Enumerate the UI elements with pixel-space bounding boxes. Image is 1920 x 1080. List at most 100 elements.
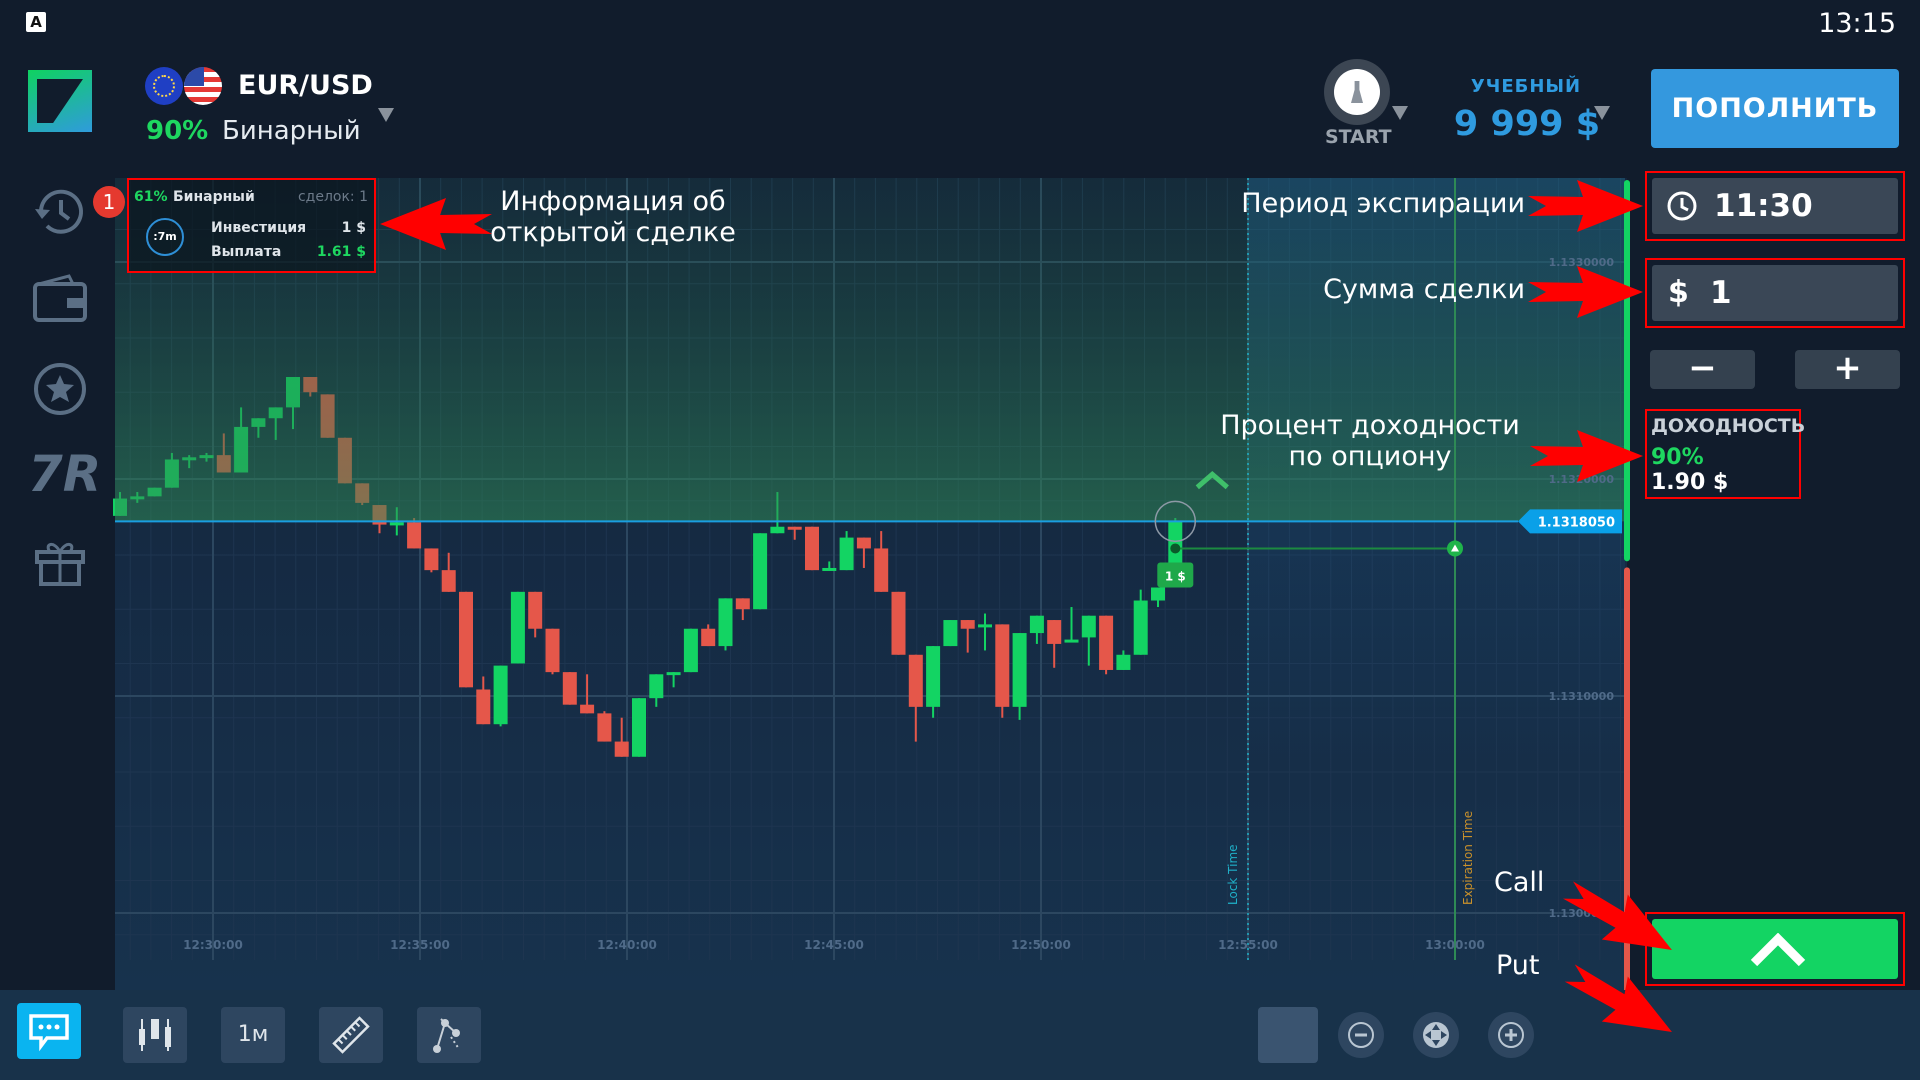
deposit-button[interactable]: ПОПОЛНИТЬ <box>1651 69 1899 148</box>
indicator-button[interactable] <box>1258 1007 1318 1063</box>
yield-box: ДОХОДНОСТЬ 90% 1.90 $ <box>1645 409 1805 499</box>
candle-down <box>701 628 716 647</box>
asset-dropdown-icon[interactable] <box>378 108 394 122</box>
candle-up <box>649 674 664 699</box>
candle-down <box>459 591 473 688</box>
trade-payout: 61% <box>134 189 168 205</box>
call-direction-icon <box>1195 471 1229 490</box>
zoom-out-icon <box>1348 1022 1374 1048</box>
price-tick-label: 1.1330000 <box>1549 256 1615 269</box>
candle-up <box>978 624 992 628</box>
annotation-put: Put <box>1496 950 1540 981</box>
candle-up <box>1151 587 1165 601</box>
app-status-icon: A <box>26 12 46 32</box>
time-tick-label: 12:55:00 <box>1218 938 1278 952</box>
chart-type-button[interactable] <box>123 1007 187 1063</box>
candle-up <box>1029 615 1044 634</box>
open-trade-info[interactable]: 61% Бинарный сделок: 1 :7m Инвестиция 1 … <box>127 178 376 273</box>
amount-field[interactable]: $ 1 <box>1645 258 1905 328</box>
candle-down <box>407 522 422 549</box>
candle-down <box>874 548 889 592</box>
candle-up <box>753 533 768 610</box>
candle-down <box>545 628 560 673</box>
drawing-tool-button[interactable] <box>417 1007 481 1063</box>
profile-level: START <box>1325 126 1392 148</box>
asset-name[interactable]: EUR/USD <box>238 70 373 101</box>
open-trades-badge: 1 <box>93 186 125 218</box>
candle-down <box>614 741 629 757</box>
expiration-value: 11:30 <box>1714 188 1813 224</box>
candle-down <box>908 654 923 707</box>
asset-payout: 90% <box>146 116 209 146</box>
annotation-yield-line1: Процент доходности <box>1220 410 1520 441</box>
candle-down <box>597 713 612 742</box>
trade-amount-label: 1 $ <box>1165 569 1186 583</box>
candle-down <box>856 537 871 549</box>
annotation-yield: Процент доходности по опциону <box>1220 410 1520 472</box>
trade-type: Бинарный <box>173 189 255 205</box>
option-type[interactable]: Бинарный <box>222 116 361 146</box>
zoom-out-button[interactable] <box>1338 1012 1384 1058</box>
trade-amount-tag <box>1157 562 1194 588</box>
candle-down <box>891 591 906 655</box>
ruler-icon <box>332 1016 370 1054</box>
annotation-info: Информация об открытой сделке <box>463 186 763 248</box>
timeframe-button[interactable]: 1м <box>221 1007 285 1063</box>
candle-down <box>580 704 595 714</box>
trade-timer: :7m <box>146 218 184 256</box>
reset-zoom-button[interactable] <box>1413 1012 1459 1058</box>
bottom-toolbar <box>0 990 1920 1080</box>
tournament-7r-icon[interactable]: 7R <box>28 445 102 503</box>
candle-down <box>1099 615 1114 670</box>
time-progress-bar-green <box>1624 180 1630 562</box>
price-tick-label: 1.1300000 <box>1549 907 1615 920</box>
yield-title: ДОХОДНОСТЬ <box>1651 415 1806 437</box>
account-dropdown-icon[interactable] <box>1594 106 1610 120</box>
candle-up <box>493 665 508 725</box>
profile-dropdown-icon[interactable] <box>1392 106 1408 120</box>
price-tick-label: 1.1320000 <box>1549 473 1615 486</box>
time-tick-label: 12:35:00 <box>390 938 450 952</box>
call-button[interactable] <box>1645 912 1905 986</box>
chat-icon <box>29 1014 69 1052</box>
us-flag-icon <box>184 67 222 105</box>
candle-down <box>476 689 491 725</box>
account-balance[interactable]: 9 999 $ <box>1453 104 1601 144</box>
gift-icon[interactable] <box>31 532 89 590</box>
candle-up <box>1012 633 1027 707</box>
brand-logo[interactable] <box>28 70 92 132</box>
candle-up <box>822 567 837 571</box>
drawing-tools-icon <box>433 1018 460 1053</box>
trade-up-icon <box>1451 544 1459 552</box>
candle-down <box>1047 620 1062 644</box>
candle-down <box>424 548 439 571</box>
candle-up <box>389 522 404 526</box>
expiration-field[interactable]: 11:30 <box>1645 171 1905 241</box>
annotation-info-line1: Информация об <box>500 186 726 217</box>
ruler-tool-button[interactable] <box>319 1007 383 1063</box>
profile-avatar[interactable] <box>1324 59 1390 125</box>
candle-up <box>770 526 785 534</box>
clock-icon <box>1667 191 1697 221</box>
zoom-in-button[interactable] <box>1488 1012 1534 1058</box>
candle-down <box>735 598 750 610</box>
star-icon[interactable] <box>31 360 89 418</box>
candle-down <box>787 526 802 530</box>
history-icon[interactable] <box>31 183 89 241</box>
annotation-call: Call <box>1494 867 1545 898</box>
yield-amount: 1.90 $ <box>1651 470 1729 495</box>
yield-percent: 90% <box>1651 445 1704 470</box>
increase-amount-button[interactable]: + <box>1795 350 1900 389</box>
wallet-icon[interactable] <box>31 272 89 330</box>
candle-up <box>839 537 854 571</box>
trade-entry-point <box>1170 543 1181 554</box>
candle-down <box>562 672 577 705</box>
annotation-amount: Сумма сделки <box>1323 274 1525 305</box>
candle-up <box>926 646 941 707</box>
decrease-amount-button[interactable]: − <box>1650 350 1755 389</box>
arrow-up-icon <box>1750 933 1806 967</box>
candle-down <box>441 570 456 592</box>
investment-label: Инвестиция <box>211 220 307 236</box>
chat-button[interactable] <box>17 1003 81 1059</box>
